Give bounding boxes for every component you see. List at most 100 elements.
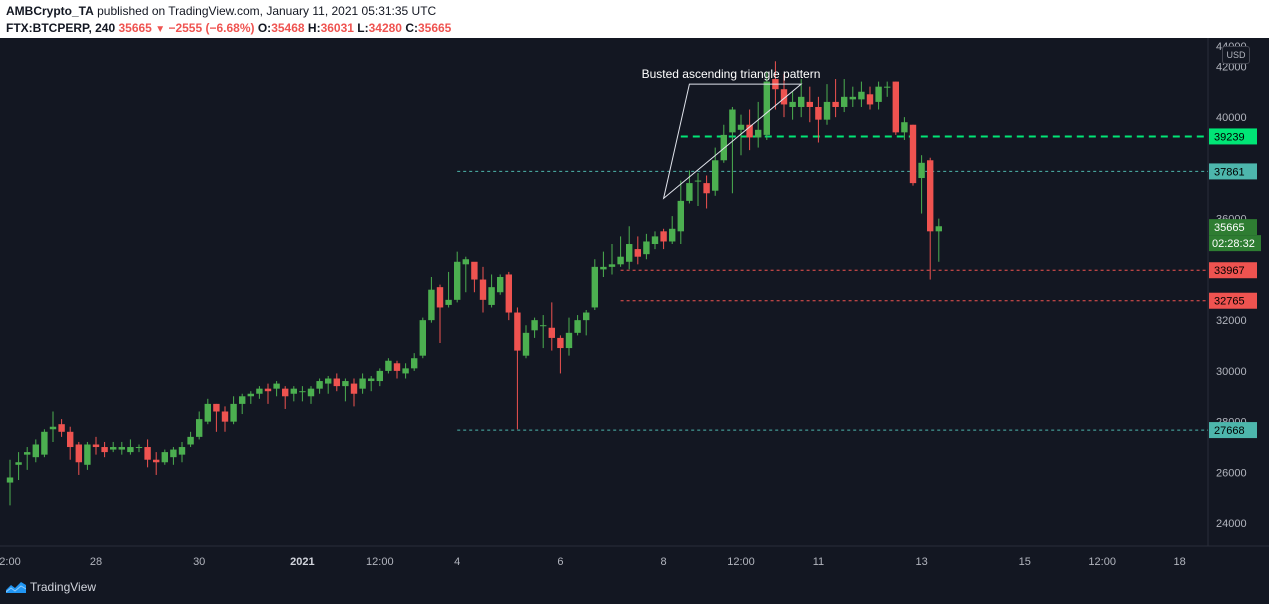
level-price-label: 27668	[1214, 425, 1245, 437]
candle-body	[67, 431, 74, 448]
candle-body	[798, 96, 805, 107]
candle-body	[393, 363, 401, 371]
candle-body	[239, 396, 246, 404]
candle-body	[531, 320, 538, 331]
candle-body	[737, 124, 745, 130]
candle-body	[651, 236, 659, 245]
candle-body	[411, 358, 418, 369]
y-tick-label: 40000	[1216, 112, 1247, 124]
close-label: C:	[401, 21, 418, 35]
candle-body	[729, 109, 736, 133]
x-tick-label: 6	[557, 556, 563, 568]
last-price-tag	[1209, 219, 1257, 236]
candle-body	[548, 327, 555, 338]
x-tick-label: 8	[661, 556, 667, 568]
candle-body	[892, 81, 899, 133]
candle-body	[677, 200, 684, 232]
candle-body	[832, 101, 839, 107]
candle-body	[540, 325, 547, 327]
candle-body	[686, 183, 693, 201]
candle-body	[316, 381, 323, 389]
level-price-label: 32765	[1214, 296, 1245, 308]
x-tick-label: 13	[915, 556, 927, 568]
chart-header: AMBCrypto_TA published on TradingView.co…	[0, 0, 1269, 38]
level-price-label: 39239	[1214, 131, 1245, 143]
candle-body	[875, 86, 882, 102]
candle-body	[299, 391, 306, 393]
candle-body	[909, 124, 917, 184]
candle-body	[290, 388, 297, 394]
candle-body	[600, 266, 607, 270]
candle-body	[196, 419, 203, 437]
candle-body	[669, 228, 676, 242]
candle-body	[823, 101, 831, 120]
candle-body	[660, 231, 667, 242]
candle-body	[385, 360, 392, 371]
footer: TradingView	[0, 572, 1269, 604]
level-price-label: 33967	[1214, 265, 1245, 277]
x-tick-label: 15	[1019, 556, 1031, 568]
candle-body	[522, 332, 530, 356]
x-tick-label: 11	[813, 556, 824, 568]
candle-body	[574, 320, 581, 333]
candle-body	[49, 426, 57, 430]
candle-body	[565, 332, 573, 349]
candle-body	[273, 383, 280, 389]
level-price-tag	[1209, 422, 1257, 439]
candle-body	[32, 444, 39, 458]
candle-body	[763, 81, 770, 135]
level-price-tag	[1209, 163, 1257, 180]
y-tick-label: 24000	[1216, 518, 1247, 530]
candle-body	[497, 277, 504, 293]
candle-body	[58, 424, 65, 432]
candle-body	[935, 226, 942, 232]
low-value: 34280	[368, 21, 402, 35]
price-change: −2555 (−6.68%)	[165, 21, 255, 35]
candle-body	[325, 378, 332, 384]
candle-body	[135, 447, 143, 449]
x-tick-label: 2:00	[0, 556, 21, 568]
candle-body	[755, 129, 762, 138]
candle-body	[170, 449, 177, 458]
candle-body	[24, 452, 31, 455]
tradingview-brand[interactable]: TradingView	[6, 580, 96, 594]
candle-body	[471, 261, 478, 280]
candle-body	[204, 403, 211, 422]
ohlc-line: FTX:BTCPERP, 240 35665 ▼ −2555 (−6.68%) …	[6, 21, 451, 35]
candle-body	[901, 122, 908, 133]
symbol-label[interactable]: FTX:BTCPERP, 240	[6, 21, 119, 35]
y-tick-label: 26000	[1216, 467, 1247, 479]
last-price-label: 35665	[1214, 222, 1245, 234]
candle-body	[368, 378, 375, 382]
level-price-tag	[1209, 262, 1257, 279]
countdown-tag	[1209, 235, 1261, 252]
candle-body	[92, 444, 100, 448]
candlestick-chart[interactable]: 2400026000280003000032000340003600038000…	[0, 38, 1269, 572]
candle-body	[488, 287, 495, 305]
author-name[interactable]: AMBCrypto_TA	[6, 4, 94, 18]
candle-body	[264, 388, 272, 392]
publish-info: published on TradingView.com, January 11…	[93, 4, 437, 18]
tradingview-logo-icon	[6, 582, 26, 593]
candle-body	[479, 279, 487, 300]
level-price-tag	[1209, 128, 1257, 145]
high-value: 36031	[320, 21, 354, 35]
candle-body	[927, 160, 934, 232]
x-tick-label: 28	[90, 556, 102, 568]
brand-label: TradingView	[30, 580, 97, 594]
candle-body	[634, 249, 641, 257]
candle-body	[462, 259, 469, 265]
pattern-annotation[interactable]: Busted ascending triangle pattern	[642, 67, 821, 81]
x-tick-label: 12:00	[727, 556, 755, 568]
currency-badge[interactable]: USD	[1222, 46, 1250, 64]
candle-body	[230, 403, 237, 422]
candle-body	[187, 436, 194, 445]
candle-body	[703, 183, 710, 194]
candle-body	[643, 241, 650, 255]
candle-body	[806, 101, 813, 107]
candle-body	[15, 462, 22, 465]
candle-body	[350, 383, 358, 394]
candle-body	[866, 94, 874, 105]
chart-area[interactable]: 2400026000280003000032000340003600038000…	[0, 38, 1269, 604]
y-tick-label: 30000	[1216, 366, 1247, 378]
